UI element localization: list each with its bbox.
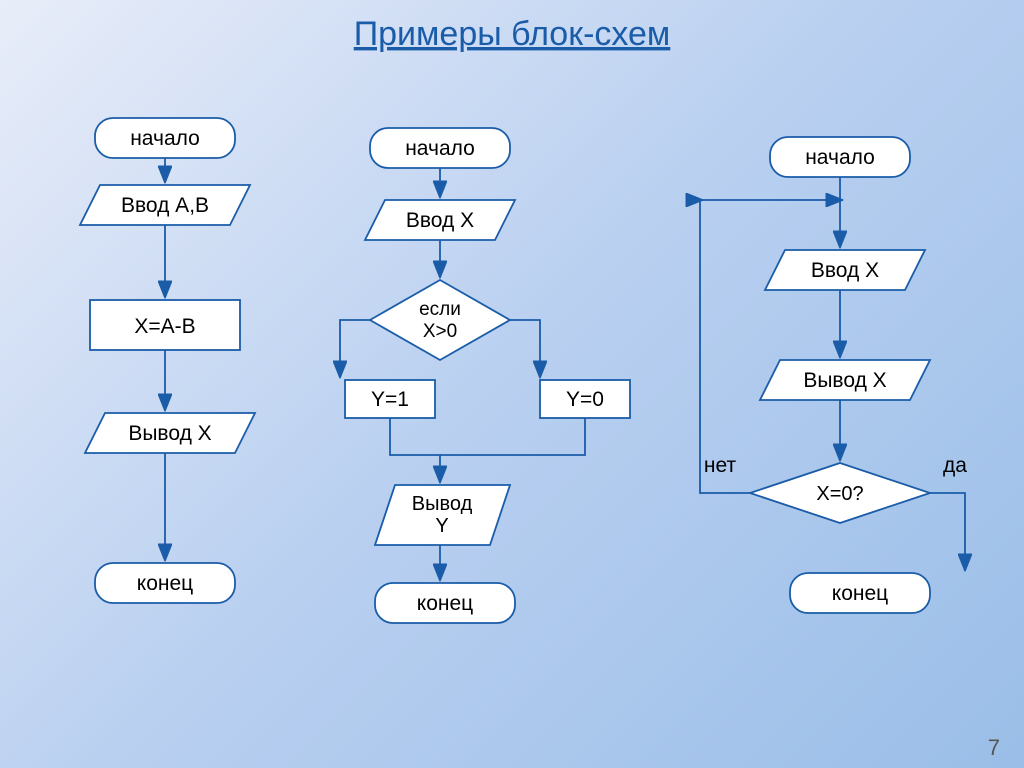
fc1-start-label: начало (130, 127, 200, 150)
fc3-yes-arrow (930, 493, 965, 568)
fc2-decision (370, 280, 510, 360)
flowchart-2: начало Ввод X если X>0 Y=1 Y=0 Вывод Y к… (340, 128, 630, 623)
fc2-decision-label2: X>0 (423, 321, 457, 342)
fc1-end-label: конец (137, 572, 193, 595)
fc2-end-label: конец (417, 592, 473, 615)
fc3-loop-back (700, 200, 750, 493)
flowchart-canvas: Примеры блок-схем 7 начало Ввод A,B X=A-… (0, 0, 1024, 768)
fc1-process-label: X=A-B (134, 315, 195, 338)
fc2-arrow-left (340, 320, 370, 375)
fc3-end-label: конец (832, 582, 888, 605)
fc3-decision-label: X=0? (816, 483, 863, 505)
fc1-input-label: Ввод A,B (121, 194, 209, 217)
page-title: Примеры блок-схем (354, 15, 671, 53)
fc1-output-label: Вывод X (128, 422, 211, 445)
fc2-output-label1: Вывод (412, 493, 473, 515)
fc2-start-label: начало (405, 137, 475, 160)
fc3-input-label: Ввод X (811, 259, 879, 282)
fc2-y0-label: Y=0 (566, 388, 604, 411)
fc2-input-label: Ввод X (406, 209, 474, 232)
fc2-y1-label: Y=1 (371, 388, 409, 411)
fc2-arrow-right (510, 320, 540, 375)
page-number: 7 (988, 735, 1000, 760)
fc3-yes-label: да (943, 454, 967, 477)
fc2-decision-label1: если (419, 299, 461, 320)
fc3-no-label: нет (704, 454, 737, 477)
fc2-merge-left (390, 418, 440, 480)
fc3-output-label: Вывод X (803, 369, 886, 392)
fc3-start-label: начало (805, 146, 875, 169)
fc2-output-label2: Y (435, 515, 448, 537)
flowchart-3: начало Ввод X Вывод X X=0? нет да конец (700, 137, 967, 613)
flowchart-1: начало Ввод A,B X=A-B Вывод X конец (80, 118, 255, 603)
fc2-merge-right (440, 418, 585, 455)
